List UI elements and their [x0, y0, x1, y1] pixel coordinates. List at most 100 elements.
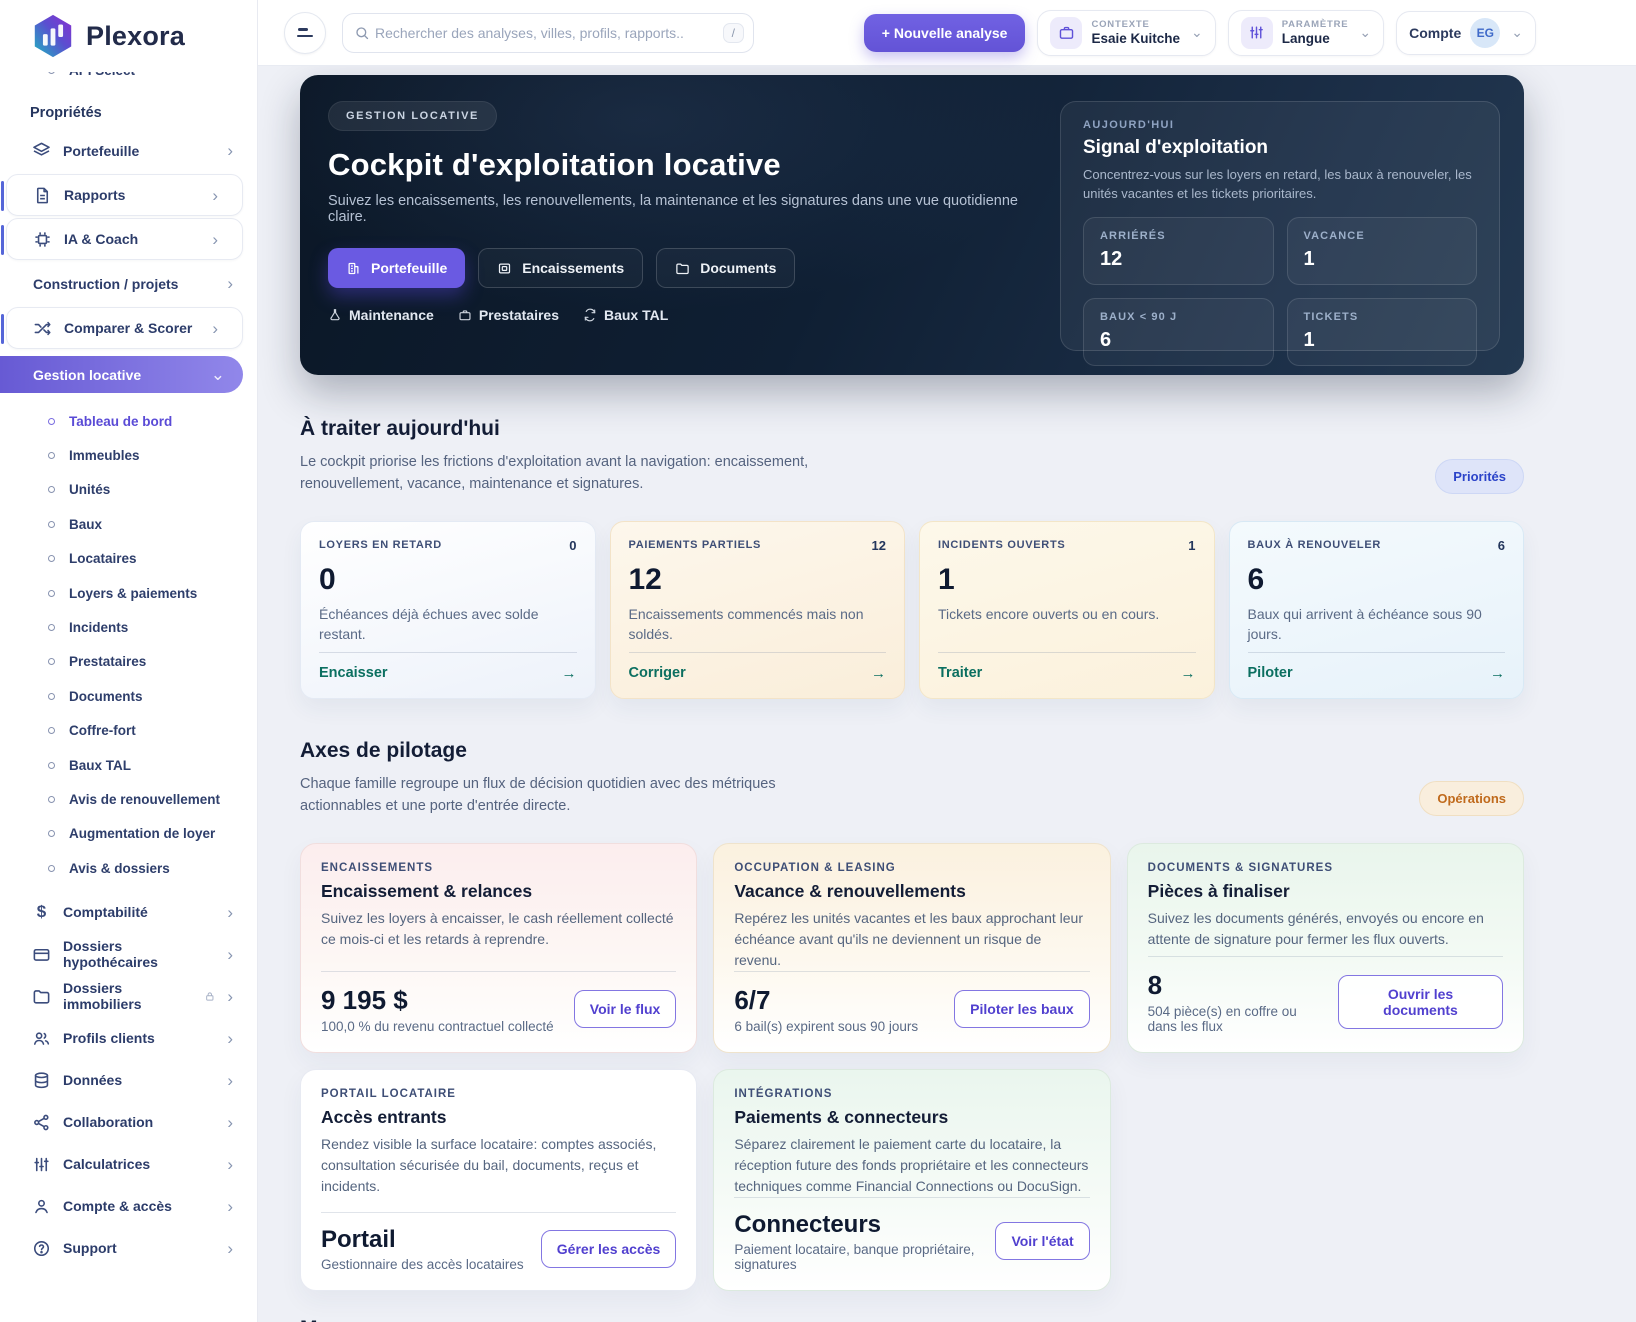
subitem-immeubles[interactable]: Immeubles: [0, 438, 257, 472]
lock-icon: [205, 992, 214, 1001]
subitem-augmentation-loyer[interactable]: Augmentation de loyer: [0, 817, 257, 851]
sidebar-item-comparer-scorer[interactable]: Comparer & Scorer ›: [1, 307, 243, 349]
signal-tile-arrieres: ARRIÉRÉS 12: [1083, 216, 1274, 285]
documents-button[interactable]: Documents: [656, 248, 796, 288]
portefeuille-button[interactable]: Portefeuille: [328, 248, 466, 288]
chevron-right-icon: ›: [227, 986, 233, 1006]
chevron-right-icon: ›: [227, 1154, 233, 1174]
sidebar-item-rapports[interactable]: Rapports ›: [1, 174, 243, 216]
encaisser-link[interactable]: Encaisser →: [319, 651, 577, 682]
ouvrir-les-documents-button[interactable]: Ouvrir les documents: [1338, 974, 1503, 1029]
shuffle-icon: [33, 319, 52, 338]
card-paiements-connecteurs: INTÉGRATIONS Paiements & connecteurs Sép…: [713, 1068, 1111, 1291]
traiter-link[interactable]: Traiter →: [938, 651, 1196, 682]
sidebar-item-support[interactable]: Support ›: [0, 1227, 257, 1269]
card-loyers-en-retard: LOYERS EN RETARD 0 0 Échéances déjà échue…: [300, 520, 596, 699]
hero-quick-links: Maintenance Prestataires Baux TAL: [328, 307, 1036, 323]
accent-bar: [1, 181, 4, 211]
menu-toggle-button[interactable]: [284, 11, 326, 54]
subitem-locataires[interactable]: Locataires: [0, 542, 257, 576]
prestataires-link[interactable]: Prestataires: [458, 307, 559, 323]
occupancy-ratio: 6/7: [734, 984, 771, 1015]
subitem-baux[interactable]: Baux: [0, 507, 257, 541]
sidebar: Plexora API Select Propriétés Portefeuil…: [0, 0, 258, 1322]
credit-card-icon: [32, 945, 51, 964]
corriger-link[interactable]: Corriger →: [628, 651, 886, 682]
today-section: À traiter aujourd'hui Le cockpit prioris…: [300, 417, 1524, 496]
next-section-partial-heading: Mon: [300, 1317, 1524, 1322]
encaissements-button[interactable]: Encaissements: [478, 248, 644, 288]
hero-left: GESTION LOCATIVE Cockpit d'exploitation …: [328, 101, 1036, 351]
subitem-tableau-de-bord[interactable]: Tableau de bord: [0, 404, 257, 438]
subitem-incidents[interactable]: Incidents: [0, 610, 257, 644]
context-selector[interactable]: CONTEXTE Esaie Kuitche ⌄: [1037, 9, 1216, 56]
operations-badge[interactable]: Opérations: [1419, 780, 1524, 816]
priorities-badge[interactable]: Priorités: [1435, 458, 1524, 494]
sidebar-item-collaboration[interactable]: Collaboration ›: [0, 1101, 257, 1143]
sidebar-item-ia-coach[interactable]: IA & Coach ›: [1, 218, 243, 260]
subitem-avis-renouvellement[interactable]: Avis de renouvellement: [0, 782, 257, 816]
sidebar-item-donnees[interactable]: Données ›: [0, 1059, 257, 1101]
piloter-link[interactable]: Piloter →: [1247, 651, 1505, 682]
sidebar-item-api-select[interactable]: API Select: [0, 72, 257, 85]
sliders-icon: [32, 1155, 51, 1174]
arrow-right-icon: →: [1180, 664, 1196, 682]
sidebar-item-comptabilite[interactable]: $ Comptabilité ›: [0, 891, 257, 933]
baux-tal-link[interactable]: Baux TAL: [583, 307, 668, 323]
voir-le-flux-button[interactable]: Voir le flux: [573, 990, 677, 1029]
arrow-right-icon: →: [871, 664, 886, 682]
maintenance-link[interactable]: Maintenance: [328, 307, 434, 323]
account-menu[interactable]: Compte EG ⌄: [1396, 10, 1536, 55]
rotate-icon: [584, 308, 596, 322]
sidebar-item-calculatrices[interactable]: Calculatrices ›: [0, 1143, 257, 1185]
sidebar-item-portefeuille[interactable]: Portefeuille ›: [0, 129, 257, 172]
voir-l-etat-button[interactable]: Voir l'état: [995, 1222, 1090, 1261]
briefcase-icon: [459, 310, 471, 321]
new-analysis-button[interactable]: + Nouvelle analyse: [863, 13, 1026, 52]
subitem-avis-dossiers[interactable]: Avis & dossiers: [0, 851, 257, 885]
hero-badge: GESTION LOCATIVE: [328, 101, 497, 131]
today-cards: LOYERS EN RETARD 0 0 Échéances déjà échue…: [300, 520, 1524, 699]
subitem-loyers-paiements[interactable]: Loyers & paiements: [0, 576, 257, 610]
share-icon: [32, 1113, 51, 1132]
sidebar-item-compte-acces[interactable]: Compte & accès ›: [0, 1185, 257, 1227]
gestion-locative-submenu: Tableau de bord Immeubles Unités Baux Lo…: [0, 397, 257, 891]
chevron-down-icon: ⌄: [1191, 24, 1203, 40]
subitem-documents[interactable]: Documents: [0, 679, 257, 713]
subitem-baux-tal[interactable]: Baux TAL: [0, 748, 257, 782]
gerer-les-acces-button[interactable]: Gérer les accès: [540, 1229, 677, 1268]
piloter-les-baux-button[interactable]: Piloter les baux: [954, 990, 1090, 1029]
search-input[interactable]: [375, 24, 718, 41]
search-shortcut-badge: /: [722, 22, 744, 43]
bullet-icon: [48, 864, 55, 872]
chevron-right-icon: ›: [227, 944, 233, 964]
signal-tile-baux-90j: BAUX < 90 J 6: [1083, 297, 1274, 366]
sidebar-item-profils-clients[interactable]: Profils clients ›: [0, 1017, 257, 1059]
sidebar-item-dossiers-hypothecaires[interactable]: Dossiers hypothécaires ›: [0, 933, 257, 975]
card-incidents-ouverts: INCIDENTS OUVERTS 1 1 Tickets encore ouve…: [919, 520, 1215, 699]
sidebar-item-gestion-locative[interactable]: Gestion locative ⌄: [0, 356, 243, 393]
chevron-right-icon: ›: [227, 1028, 233, 1048]
global-search[interactable]: /: [342, 12, 754, 53]
layers-icon: [32, 141, 51, 160]
chevron-right-icon: ›: [227, 1196, 233, 1216]
arrow-right-icon: →: [561, 664, 577, 682]
subitem-prestataires[interactable]: Prestataires: [0, 645, 257, 679]
bullet-icon: [48, 761, 55, 769]
card-baux-a-renouveler: BAUX À RENOUVELER 6 6 Baux qui arrivent à…: [1228, 520, 1524, 699]
bullet-icon: [48, 692, 55, 700]
subitem-unites[interactable]: Unités: [0, 473, 257, 507]
logo[interactable]: Plexora: [0, 0, 257, 72]
sidebar-item-construction-projets[interactable]: Construction / projets ›: [33, 274, 233, 293]
card-pieces-a-finaliser: DOCUMENTS & SIGNATURES Pièces à finalise…: [1126, 842, 1524, 1053]
connecteurs-value: Connecteurs: [734, 1210, 882, 1238]
subitem-coffre-fort[interactable]: Coffre-fort: [0, 714, 257, 748]
sidebar-item-dossiers-immobiliers[interactable]: Dossiers immobiliers ›: [0, 975, 257, 1017]
signal-tile-vacance: VACANCE 1: [1286, 216, 1477, 285]
chip-icon: [33, 230, 52, 249]
parameter-selector[interactable]: PARAMÈTRE Langue ⌄: [1227, 9, 1385, 56]
bullet-icon: [48, 727, 55, 735]
chevron-right-icon: ›: [227, 1112, 233, 1132]
bullet-icon: [48, 486, 55, 494]
